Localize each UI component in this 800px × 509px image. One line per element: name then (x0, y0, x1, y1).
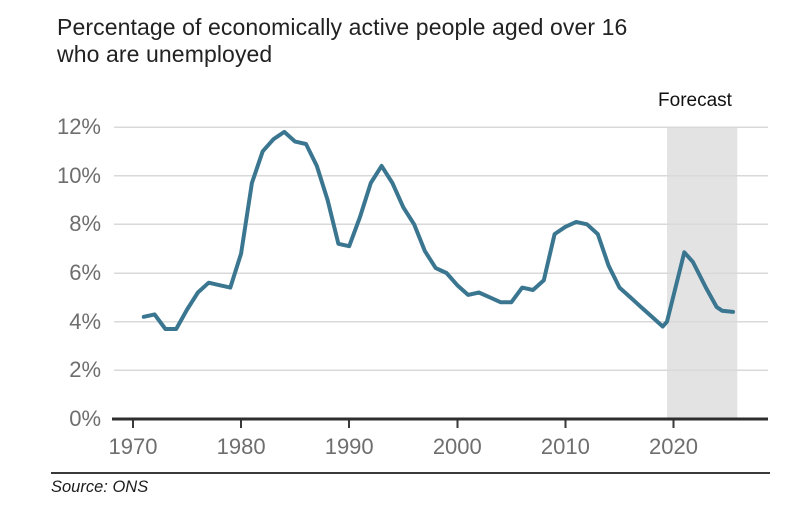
forecast-label: Forecast (658, 90, 732, 111)
footer-divider (51, 472, 770, 474)
unemployment-line (141, 129, 735, 331)
chart-title: Percentage of economically active people… (57, 14, 628, 67)
source-attribution: Source: ONS (51, 478, 149, 496)
